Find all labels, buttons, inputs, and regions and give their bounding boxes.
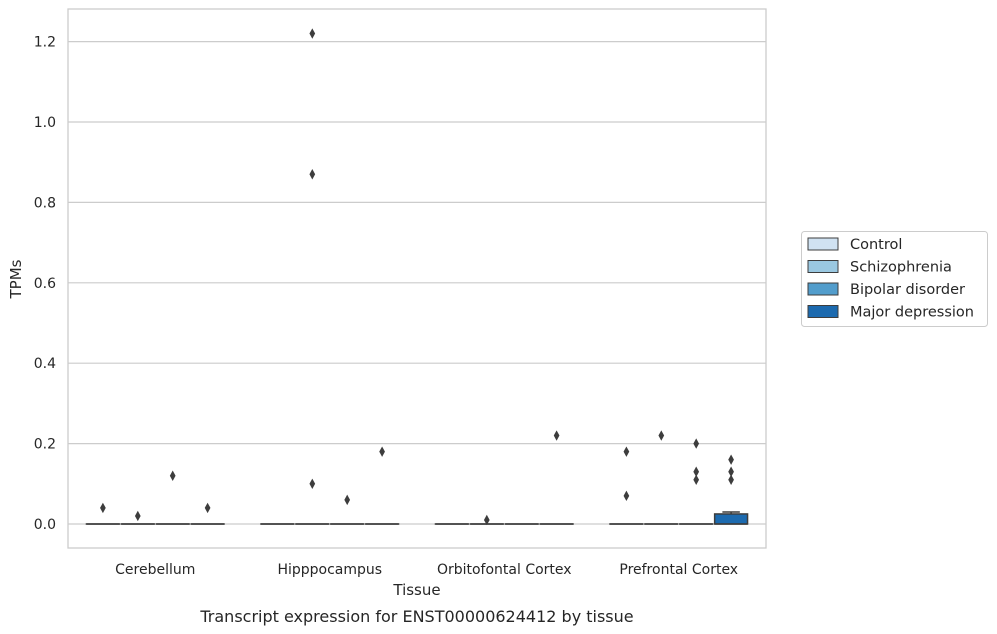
legend: Control Schizophrenia Bipolar disorder Majo… xyxy=(801,231,988,327)
y-tick-label: 1.0 xyxy=(34,115,56,131)
y-axis-ticks: 0.0 0.2 0.4 0.6 0.8 1.0 1.2 xyxy=(34,35,56,533)
outlier-point xyxy=(100,502,106,514)
y-tick-label: 0.2 xyxy=(34,437,56,453)
chart-caption: Transcript expression for ENST0000062441… xyxy=(199,607,633,626)
y-tick-label: 0.6 xyxy=(34,276,56,292)
y-tick-label: 0.4 xyxy=(34,356,56,372)
outlier-point xyxy=(134,510,141,522)
x-axis-label: Tissue xyxy=(392,581,440,599)
legend-swatch xyxy=(807,237,839,251)
outliers xyxy=(100,28,734,526)
outlier-point xyxy=(693,466,700,477)
x-axis-ticks: Cerebellum Hipppocampus Orbitofontal Corte… xyxy=(115,562,738,578)
y-axis-label: TPMs xyxy=(7,259,25,299)
outlier-point xyxy=(309,478,316,489)
outlier-point xyxy=(728,454,734,465)
outlier-point xyxy=(553,430,560,441)
y-tick-label: 0.0 xyxy=(34,517,56,533)
y-tick-label: 1.2 xyxy=(34,35,56,51)
legend-frame xyxy=(801,231,988,327)
legend-swatch xyxy=(807,305,839,318)
outlier-point xyxy=(693,474,700,485)
outlier-point xyxy=(309,169,316,180)
legend-swatch xyxy=(807,260,839,273)
box xyxy=(713,513,749,525)
boxes xyxy=(85,511,749,525)
legend-swatch xyxy=(807,282,839,296)
outlier-point xyxy=(728,466,734,477)
outlier-point xyxy=(623,446,630,457)
outlier-point xyxy=(728,474,734,485)
outlier-point xyxy=(309,28,316,39)
x-tick-label: Cerebellum xyxy=(115,562,195,578)
outlier-point xyxy=(693,438,700,449)
outlier-point xyxy=(483,514,490,526)
outlier-point xyxy=(344,494,351,506)
x-tick-label: Hipppocampus xyxy=(277,562,382,578)
x-tick-label: Prefrontal Cortex xyxy=(619,562,738,578)
outlier-point xyxy=(379,446,385,457)
outlier-point xyxy=(204,502,211,514)
y-tick-label: 0.8 xyxy=(34,195,56,211)
outlier-point xyxy=(623,490,630,502)
outlier-point xyxy=(658,430,665,441)
legend-label: Bipolar disorder xyxy=(850,282,965,298)
plot-area-frame xyxy=(67,8,767,549)
legend-label: Schizophrenia xyxy=(850,260,952,276)
legend-label: Major depression xyxy=(850,305,974,321)
x-tick-label: Orbitofontal Cortex xyxy=(437,562,572,578)
legend-label: Control xyxy=(850,237,902,253)
box-group xyxy=(713,511,749,525)
outlier-point xyxy=(169,470,176,481)
gridlines xyxy=(68,40,766,525)
